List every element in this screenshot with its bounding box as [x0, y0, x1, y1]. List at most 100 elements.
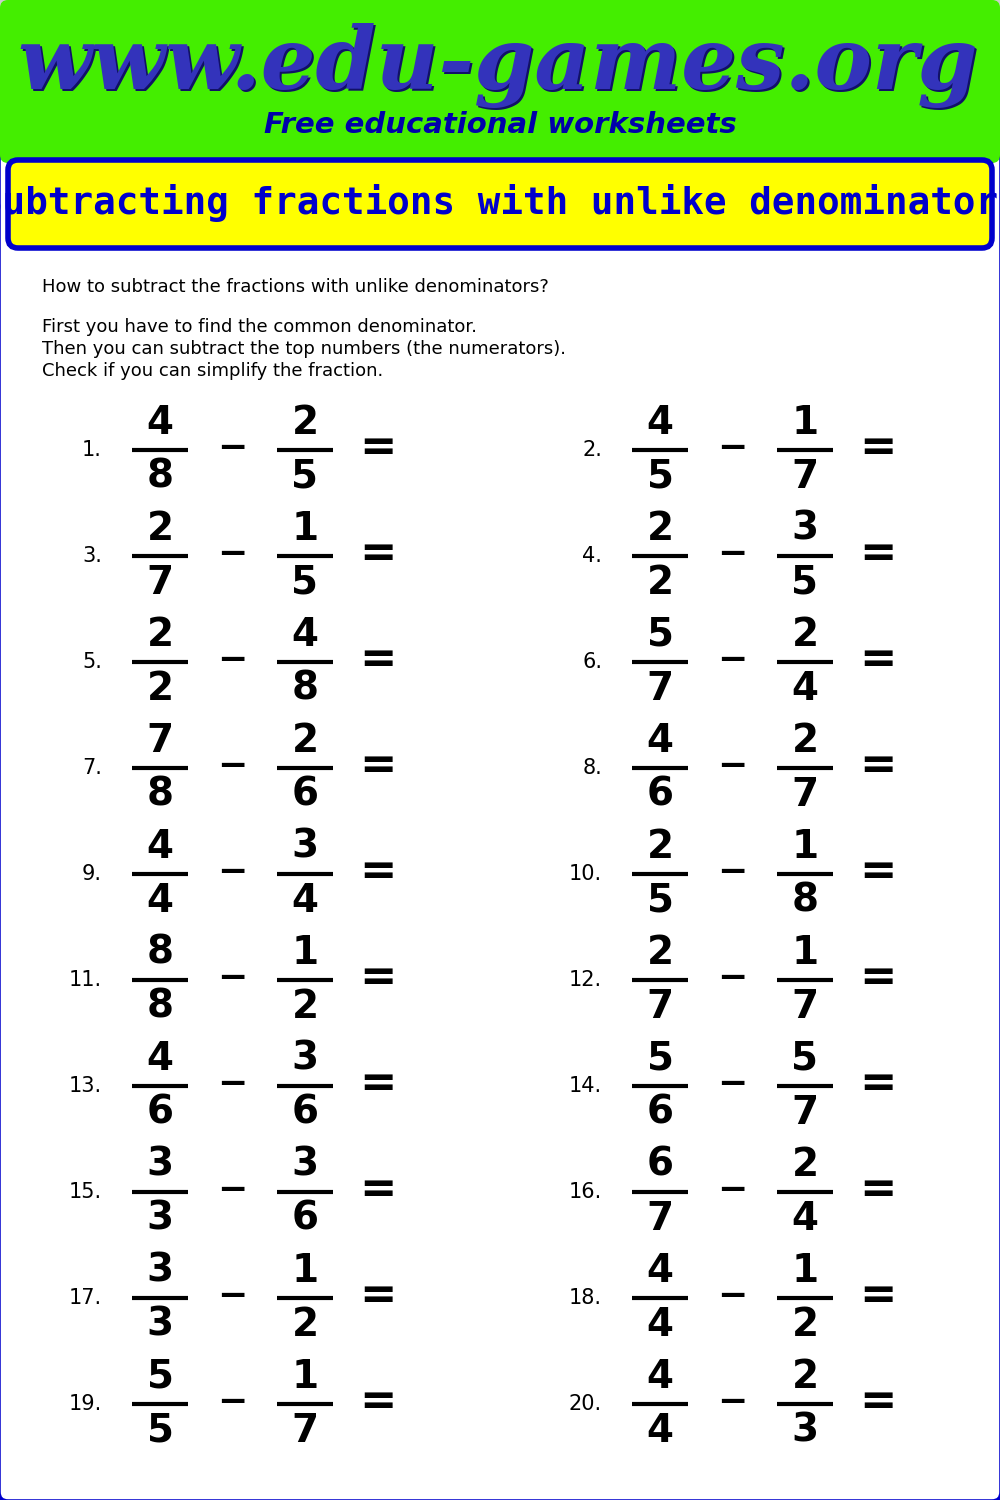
Text: First you have to find the common denominator.: First you have to find the common denomi… — [42, 318, 477, 336]
Text: −: − — [217, 748, 247, 783]
Text: 19.: 19. — [69, 1394, 102, 1414]
FancyBboxPatch shape — [8, 160, 992, 248]
Text: 3: 3 — [291, 828, 319, 866]
Text: 4: 4 — [792, 670, 818, 708]
Text: 18.: 18. — [569, 1288, 602, 1308]
Text: −: − — [717, 1066, 747, 1101]
Text: 5: 5 — [792, 564, 818, 602]
Text: =: = — [859, 426, 897, 470]
Text: 2: 2 — [791, 1146, 819, 1184]
Text: =: = — [359, 1380, 397, 1423]
Text: 1: 1 — [291, 1358, 319, 1396]
Text: −: − — [217, 855, 247, 889]
Text: 2: 2 — [791, 1358, 819, 1396]
Text: 5: 5 — [146, 1358, 174, 1396]
Text: 8: 8 — [146, 934, 174, 972]
Text: =: = — [359, 850, 397, 894]
Text: 9.: 9. — [82, 864, 102, 883]
Text: =: = — [859, 1062, 897, 1106]
Text: 4: 4 — [292, 882, 318, 920]
Text: 14.: 14. — [569, 1076, 602, 1096]
Text: 7.: 7. — [82, 758, 102, 778]
Text: 3: 3 — [791, 510, 819, 548]
Text: =: = — [359, 744, 397, 788]
Text: 2: 2 — [291, 1306, 319, 1344]
Text: 3: 3 — [146, 1146, 174, 1184]
Text: 8: 8 — [792, 882, 818, 920]
Text: 7: 7 — [146, 564, 174, 602]
Text: 2: 2 — [146, 616, 174, 654]
Text: 3: 3 — [291, 1040, 319, 1078]
Text: −: − — [217, 1066, 247, 1101]
Text: 5: 5 — [292, 458, 318, 497]
Text: www.edu-games.org: www.edu-games.org — [18, 22, 978, 108]
Text: 3.: 3. — [82, 546, 102, 566]
Text: 2: 2 — [646, 564, 674, 602]
Text: −: − — [717, 1280, 747, 1312]
Text: 6: 6 — [146, 1094, 174, 1132]
Text: 15.: 15. — [69, 1182, 102, 1202]
Text: 8: 8 — [146, 988, 174, 1026]
Text: −: − — [717, 644, 747, 676]
Text: 7: 7 — [791, 458, 819, 497]
Text: =: = — [859, 1168, 897, 1212]
Text: =: = — [859, 639, 897, 681]
Text: 5.: 5. — [82, 652, 102, 672]
FancyBboxPatch shape — [0, 0, 1000, 164]
Text: −: − — [717, 962, 747, 994]
Text: 2: 2 — [646, 828, 674, 866]
Text: −: − — [217, 1280, 247, 1312]
Text: 4: 4 — [146, 882, 174, 920]
Text: =: = — [359, 532, 397, 576]
Text: =: = — [859, 1380, 897, 1423]
Text: −: − — [217, 962, 247, 994]
Text: 3: 3 — [291, 1146, 319, 1184]
Text: −: − — [217, 1173, 247, 1208]
Text: =: = — [859, 744, 897, 788]
Text: 5: 5 — [646, 882, 674, 920]
Text: 7: 7 — [646, 670, 674, 708]
Text: 8: 8 — [146, 458, 174, 497]
Text: 2: 2 — [291, 722, 319, 760]
Text: 4: 4 — [646, 404, 674, 442]
Text: −: − — [717, 748, 747, 783]
Text: 5: 5 — [146, 1412, 174, 1450]
Text: 6: 6 — [292, 776, 318, 814]
Text: 8: 8 — [146, 776, 174, 814]
Text: 5: 5 — [792, 1040, 818, 1078]
Text: 7: 7 — [146, 722, 174, 760]
Text: 6: 6 — [292, 1200, 318, 1237]
Text: 5: 5 — [646, 458, 674, 497]
Text: =: = — [859, 532, 897, 576]
Text: =: = — [359, 1062, 397, 1106]
Text: How to subtract the fractions with unlike denominators?: How to subtract the fractions with unlik… — [42, 278, 549, 296]
Text: 4: 4 — [646, 1412, 674, 1450]
Text: =: = — [359, 957, 397, 999]
Text: −: − — [717, 537, 747, 572]
Text: Free educational worksheets: Free educational worksheets — [264, 111, 736, 140]
Text: 2: 2 — [291, 404, 319, 442]
Text: 1: 1 — [791, 934, 819, 972]
Text: =: = — [359, 639, 397, 681]
Text: 1: 1 — [291, 510, 319, 548]
Text: 4: 4 — [292, 616, 318, 654]
Text: 1: 1 — [791, 828, 819, 866]
Text: 10.: 10. — [569, 864, 602, 883]
Text: Then you can subtract the top numbers (the numerators).: Then you can subtract the top numbers (t… — [42, 340, 566, 358]
Text: 7: 7 — [646, 988, 674, 1026]
Text: 4: 4 — [646, 1252, 674, 1290]
Text: 2.: 2. — [582, 440, 602, 460]
Text: −: − — [717, 1384, 747, 1419]
Text: 1: 1 — [791, 404, 819, 442]
Text: 4.: 4. — [582, 546, 602, 566]
Text: Check if you can simplify the fraction.: Check if you can simplify the fraction. — [42, 362, 383, 380]
Text: www.edu-games.org: www.edu-games.org — [20, 26, 980, 111]
Text: 1.: 1. — [82, 440, 102, 460]
Text: 4: 4 — [646, 1358, 674, 1396]
Text: 2: 2 — [291, 988, 319, 1026]
Text: 17.: 17. — [69, 1288, 102, 1308]
Text: −: − — [217, 537, 247, 572]
Text: 2: 2 — [146, 510, 174, 548]
Text: 4: 4 — [146, 1040, 174, 1078]
Text: 6: 6 — [646, 1094, 674, 1132]
